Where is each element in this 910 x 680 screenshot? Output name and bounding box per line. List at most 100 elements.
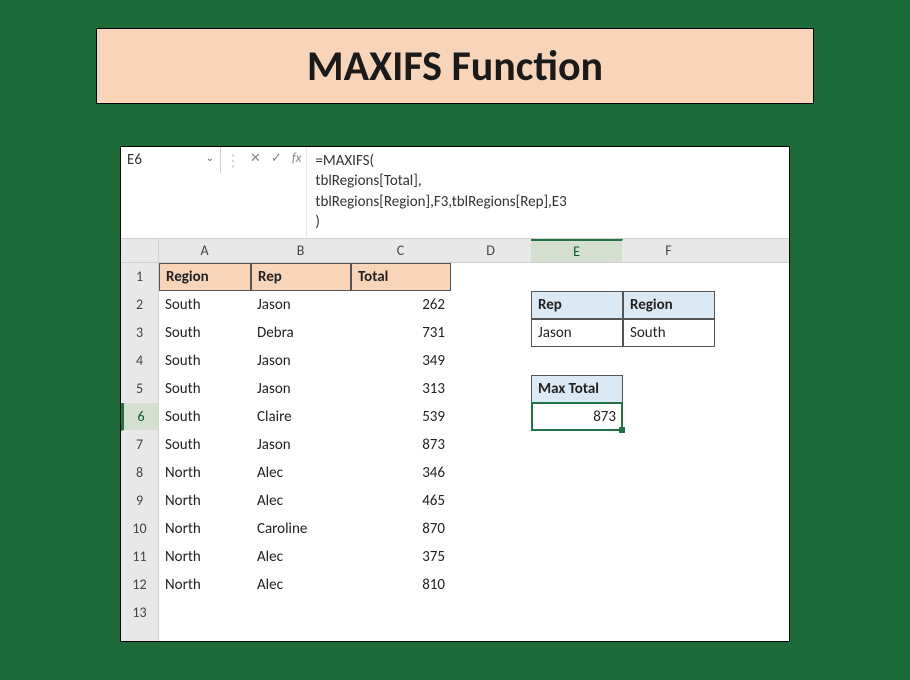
cell[interactable] <box>451 459 531 487</box>
lookup-rep-header[interactable]: Rep <box>531 291 623 319</box>
cell-total[interactable]: 731 <box>351 319 451 347</box>
row-header-5[interactable]: 5 <box>121 375 158 403</box>
lookup-region-header[interactable]: Region <box>623 291 715 319</box>
cell-region[interactable]: South <box>159 431 251 459</box>
cell-rep[interactable]: Jason <box>251 431 351 459</box>
cell-region[interactable]: South <box>159 319 251 347</box>
cell[interactable] <box>531 431 623 459</box>
cell[interactable] <box>623 487 715 515</box>
cell[interactable] <box>451 347 531 375</box>
cell-region[interactable]: North <box>159 459 251 487</box>
result-header[interactable]: Max Total <box>531 375 623 403</box>
row-header-10[interactable]: 10 <box>121 515 158 543</box>
cell-total[interactable]: 375 <box>351 543 451 571</box>
row-header-7[interactable]: 7 <box>121 431 158 459</box>
cell[interactable] <box>451 291 531 319</box>
cell[interactable] <box>623 571 715 599</box>
enter-icon[interactable]: ✓ <box>268 151 285 166</box>
cell[interactable] <box>531 571 623 599</box>
name-box[interactable]: E6 ⌄ <box>121 147 221 173</box>
cell-rep[interactable]: Debra <box>251 319 351 347</box>
col-header-F[interactable]: F <box>623 239 715 262</box>
col-header-B[interactable]: B <box>251 239 351 262</box>
row-header-12[interactable]: 12 <box>121 571 158 599</box>
cell-region[interactable]: South <box>159 375 251 403</box>
cell[interactable] <box>623 543 715 571</box>
cell[interactable] <box>451 375 531 403</box>
cell[interactable] <box>451 543 531 571</box>
cell[interactable] <box>451 515 531 543</box>
cell[interactable] <box>531 599 623 627</box>
cell-total[interactable]: 465 <box>351 487 451 515</box>
cell[interactable] <box>531 487 623 515</box>
header-region[interactable]: Region <box>159 263 251 291</box>
cell[interactable] <box>251 599 351 627</box>
cell[interactable] <box>531 263 623 291</box>
cell-rep[interactable]: Alec <box>251 571 351 599</box>
cell-rep[interactable]: Alec <box>251 543 351 571</box>
row-header-2[interactable]: 2 <box>121 291 158 319</box>
row-header-8[interactable]: 8 <box>121 459 158 487</box>
cell-rep[interactable]: Alec <box>251 487 351 515</box>
lookup-region-value[interactable]: South <box>623 319 715 347</box>
cell-rep[interactable]: Jason <box>251 375 351 403</box>
cell-rep[interactable]: Caroline <box>251 515 351 543</box>
row-header-4[interactable]: 4 <box>121 347 158 375</box>
cell[interactable] <box>623 431 715 459</box>
fx-icon[interactable]: fx <box>289 151 305 166</box>
cell-total[interactable]: 810 <box>351 571 451 599</box>
cell[interactable] <box>451 487 531 515</box>
cancel-icon[interactable]: ✕ <box>247 151 264 166</box>
cell[interactable] <box>451 403 531 431</box>
result-value[interactable]: 873 <box>531 403 623 431</box>
cell[interactable] <box>623 347 715 375</box>
cell-region[interactable]: South <box>159 403 251 431</box>
cell-region[interactable]: South <box>159 291 251 319</box>
row-header-11[interactable]: 11 <box>121 543 158 571</box>
col-header-E[interactable]: E <box>531 239 623 262</box>
formula-input[interactable]: =MAXIFS( tblRegions[Total], tblRegions[R… <box>306 147 789 238</box>
cell-total[interactable]: 349 <box>351 347 451 375</box>
cell-rep[interactable]: Jason <box>251 347 351 375</box>
cell[interactable] <box>451 319 531 347</box>
cell[interactable] <box>623 515 715 543</box>
row-header-1[interactable]: 1 <box>121 263 158 291</box>
row-header-3[interactable]: 3 <box>121 319 158 347</box>
cell-region[interactable]: North <box>159 515 251 543</box>
cell-total[interactable]: 346 <box>351 459 451 487</box>
cell-total[interactable]: 313 <box>351 375 451 403</box>
cell-total[interactable]: 873 <box>351 431 451 459</box>
row-header-9[interactable]: 9 <box>121 487 158 515</box>
cell-total[interactable]: 539 <box>351 403 451 431</box>
cell[interactable] <box>531 347 623 375</box>
cell[interactable] <box>451 263 531 291</box>
cell[interactable] <box>451 599 531 627</box>
cell[interactable] <box>623 263 715 291</box>
cell[interactable] <box>623 375 715 403</box>
cell-total[interactable]: 262 <box>351 291 451 319</box>
cell[interactable] <box>451 571 531 599</box>
cell[interactable] <box>351 599 451 627</box>
col-header-A[interactable]: A <box>159 239 251 262</box>
cell[interactable] <box>531 515 623 543</box>
col-header-C[interactable]: C <box>351 239 451 262</box>
cell-total[interactable]: 870 <box>351 515 451 543</box>
select-all-corner[interactable] <box>121 239 158 263</box>
cell[interactable] <box>623 459 715 487</box>
data-area[interactable]: RegionRepTotalSouthJason262RepRegionSout… <box>159 263 789 627</box>
row-header-13[interactable]: 13 <box>121 599 158 627</box>
cell-region[interactable]: South <box>159 347 251 375</box>
cell[interactable] <box>451 431 531 459</box>
header-total[interactable]: Total <box>351 263 451 291</box>
cell-rep[interactable]: Claire <box>251 403 351 431</box>
cell[interactable] <box>623 403 715 431</box>
cell-rep[interactable]: Jason <box>251 291 351 319</box>
cell-region[interactable]: North <box>159 487 251 515</box>
cell-rep[interactable]: Alec <box>251 459 351 487</box>
col-header-D[interactable]: D <box>451 239 531 262</box>
lookup-rep-value[interactable]: Jason <box>531 319 623 347</box>
cell-region[interactable]: North <box>159 571 251 599</box>
cell[interactable] <box>623 599 715 627</box>
row-header-6[interactable]: 6 <box>121 403 158 431</box>
cell[interactable] <box>531 543 623 571</box>
